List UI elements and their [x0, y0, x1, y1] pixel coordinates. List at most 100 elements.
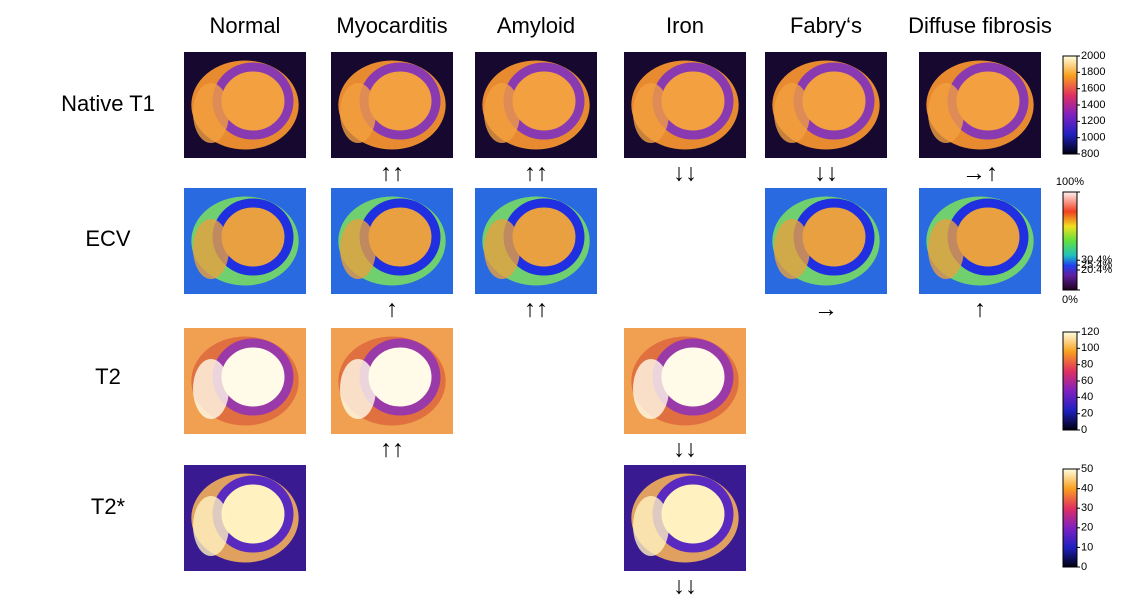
map-tile: [475, 52, 597, 158]
map-tile: [184, 465, 306, 571]
colorbar-tick-label: 100%: [1056, 176, 1084, 188]
arrow: ↑: [974, 295, 986, 322]
colorbar-tick-label: 0: [1081, 424, 1087, 436]
column-header: Diffuse fibrosis: [908, 13, 1052, 38]
column-header: Iron: [666, 13, 704, 38]
map-tile: [184, 188, 306, 294]
map-tile: [765, 52, 887, 158]
tile-myocardium: [212, 338, 294, 416]
tile-myocardium: [212, 198, 294, 276]
map-tile: [184, 328, 306, 434]
column-header: Normal: [210, 13, 281, 38]
colorbar-tick-label: 20.4%: [1081, 264, 1112, 276]
map-tile: [624, 465, 746, 571]
colorbar-tick-label: 50: [1081, 463, 1093, 475]
map-tile: [184, 52, 306, 158]
colorbar-tick-label: 1200: [1081, 115, 1105, 127]
colorbar-tick-label: 25.4%: [1081, 259, 1112, 271]
tile-myocardium: [359, 338, 441, 416]
colorbar-tick-label: 10: [1081, 541, 1093, 553]
colorbar-tick-label: 1000: [1081, 132, 1105, 144]
tile-rv: [928, 219, 964, 279]
tile-rv: [193, 219, 229, 279]
arrow: ↓↓: [673, 159, 697, 186]
tile-myocardium: [793, 198, 875, 276]
colorbar: [1062, 191, 1078, 291]
tile-myocardium: [503, 62, 585, 140]
colorbar-tick-label: 120: [1081, 326, 1099, 338]
tile-rv: [928, 83, 964, 143]
column-header: Myocarditis: [336, 13, 447, 38]
column-header: Amyloid: [497, 13, 575, 38]
tile-rv: [340, 359, 376, 419]
tile-rv: [633, 496, 669, 556]
colorbar-tick-label: 30.4%: [1081, 254, 1112, 266]
colorbar-tick-label: 80: [1081, 359, 1093, 371]
colorbar-tick-label: 20: [1081, 522, 1093, 534]
map-tile: [919, 188, 1041, 294]
tile-myocardium: [947, 62, 1029, 140]
tile-rv: [484, 83, 520, 143]
row-label: T2: [95, 364, 121, 389]
tile-myocardium: [652, 475, 734, 553]
tile-myocardium: [212, 62, 294, 140]
row-label: T2*: [91, 494, 126, 519]
colorbar-tick-label: 1800: [1081, 66, 1105, 78]
map-tile: [624, 52, 746, 158]
colorbar-tick-label: 30: [1081, 502, 1093, 514]
tile-rv: [340, 83, 376, 143]
map-tile: [624, 328, 746, 434]
tile-myocardium: [359, 198, 441, 276]
arrow: ↓↓: [814, 159, 838, 186]
tile-myocardium: [947, 198, 1029, 276]
column-header: Fabry‘s: [790, 13, 862, 38]
colorbar-tick-label: 100: [1081, 342, 1099, 354]
row-label: ECV: [85, 226, 131, 251]
arrow: ↑↑: [524, 295, 548, 322]
colorbar: [1062, 55, 1078, 155]
tile-rv: [774, 219, 810, 279]
map-tile: [331, 328, 453, 434]
arrow: →↑: [962, 159, 998, 186]
colorbar-tick-label: 40: [1081, 391, 1093, 403]
map-tile: [331, 188, 453, 294]
colorbar-tick-label: 0: [1081, 561, 1087, 573]
colorbar-tick-label: 2000: [1081, 50, 1105, 62]
colorbar-tick-label: 1600: [1081, 83, 1105, 95]
tile-myocardium: [793, 62, 875, 140]
tile-rv: [774, 83, 810, 143]
colorbar-tick-label: 800: [1081, 148, 1099, 160]
arrow: ↓↓: [673, 435, 697, 462]
tile-myocardium: [652, 338, 734, 416]
colorbar-tick-label: 60: [1081, 375, 1093, 387]
arrow: ↑: [386, 295, 398, 322]
map-tile: [475, 188, 597, 294]
tile-rv: [193, 496, 229, 556]
tile-rv: [484, 219, 520, 279]
tile-rv: [193, 83, 229, 143]
tile-myocardium: [503, 198, 585, 276]
row-label: Native T1: [61, 91, 155, 116]
map-tile: [331, 52, 453, 158]
arrow: ↑↑: [380, 159, 404, 186]
colorbar-tick-label: 40: [1081, 483, 1093, 495]
tile-rv: [193, 359, 229, 419]
tile-myocardium: [359, 62, 441, 140]
tile-rv: [340, 219, 376, 279]
tile-myocardium: [652, 62, 734, 140]
map-tile: [765, 188, 887, 294]
map-tile: [919, 52, 1041, 158]
arrow: ↑↑: [524, 159, 548, 186]
colorbar-tick-label: 20: [1081, 408, 1093, 420]
tile-myocardium: [212, 475, 294, 553]
tile-rv: [633, 83, 669, 143]
colorbar-tick-label: 1400: [1081, 99, 1105, 111]
colorbar: [1062, 331, 1078, 431]
colorbar: [1062, 468, 1078, 568]
arrow: ↓↓: [673, 572, 697, 599]
arrow: →: [814, 295, 838, 322]
arrow: ↑↑: [380, 435, 404, 462]
colorbar-tick-label: 0%: [1062, 294, 1078, 306]
tile-rv: [633, 359, 669, 419]
